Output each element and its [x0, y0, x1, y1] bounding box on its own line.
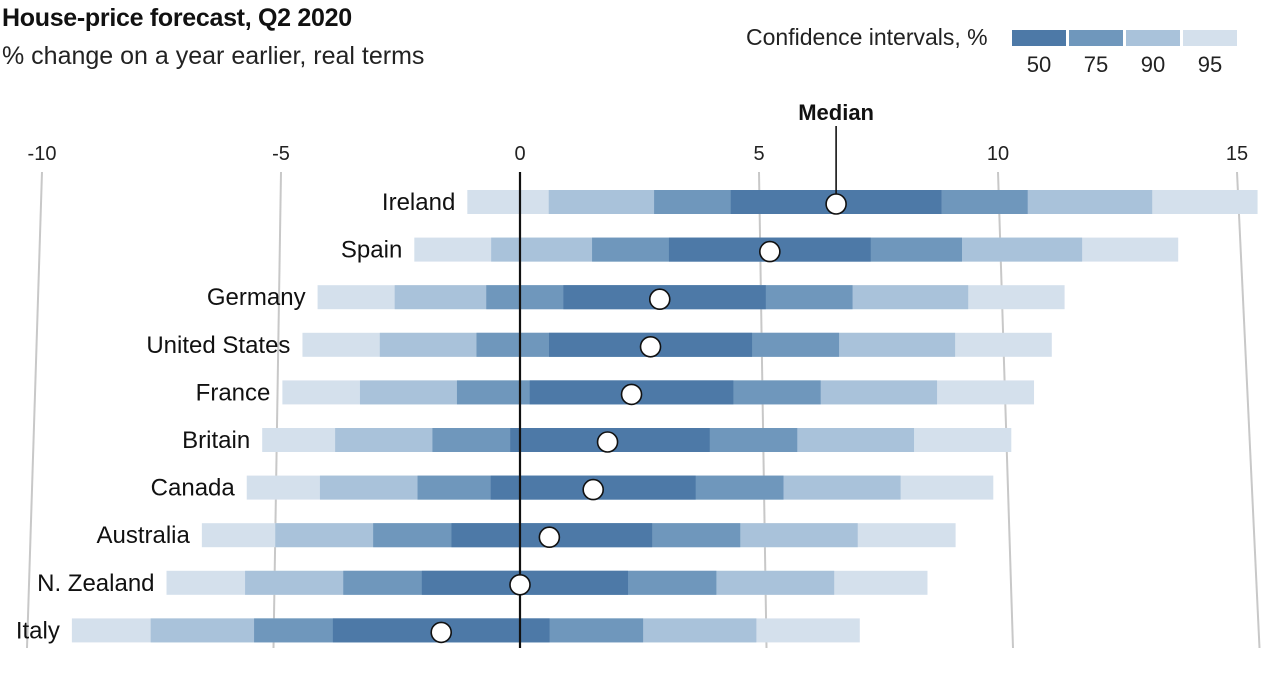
chart-title: House-price forecast, Q2 2020	[2, 4, 352, 32]
chart-subtitle: % change on a year earlier, real terms	[2, 42, 425, 70]
legend-label-50: 50	[1027, 52, 1051, 77]
x-tick-label: 5	[753, 143, 764, 165]
median-marker	[538, 526, 561, 549]
x-tick-label: 15	[1226, 143, 1248, 165]
gridline	[1236, 171, 1261, 649]
country-label: France	[196, 379, 271, 406]
median-marker	[648, 288, 671, 311]
country-label: Spain	[341, 237, 402, 264]
country-label: Germany	[207, 284, 306, 311]
country-label: Australia	[96, 522, 190, 549]
median-marker	[509, 573, 531, 596]
legend-label-95: 95	[1198, 52, 1222, 77]
country-label: Canada	[151, 475, 236, 502]
legend-title: Confidence intervals, %	[746, 24, 988, 50]
median-marker	[825, 193, 847, 215]
legend-swatch-95	[1183, 30, 1237, 46]
x-tick-label: -5	[272, 143, 290, 165]
legend-swatch-50	[1012, 30, 1066, 46]
x-tick-label: 0	[514, 143, 525, 165]
country-label: United States	[146, 332, 290, 359]
x-tick-label: -10	[28, 143, 57, 165]
median-marker	[620, 383, 643, 406]
x-tick-label: 10	[987, 143, 1009, 165]
legend-label-75: 75	[1084, 52, 1108, 77]
median-marker	[430, 621, 453, 644]
country-label: Italy	[16, 617, 60, 644]
country-label: N. Zealand	[37, 570, 154, 597]
median-marker	[596, 431, 619, 453]
gridline	[272, 171, 282, 649]
legend-label-90: 90	[1141, 52, 1165, 77]
gridline	[26, 171, 43, 649]
country-label: Ireland	[382, 189, 455, 216]
median-marker	[582, 478, 604, 501]
median-marker	[759, 240, 781, 263]
median-label: Median	[798, 100, 874, 125]
median-marker	[639, 335, 662, 358]
legend-swatch-75	[1069, 30, 1123, 46]
legend-swatch-90	[1126, 30, 1180, 46]
country-label: Britain	[182, 427, 250, 454]
